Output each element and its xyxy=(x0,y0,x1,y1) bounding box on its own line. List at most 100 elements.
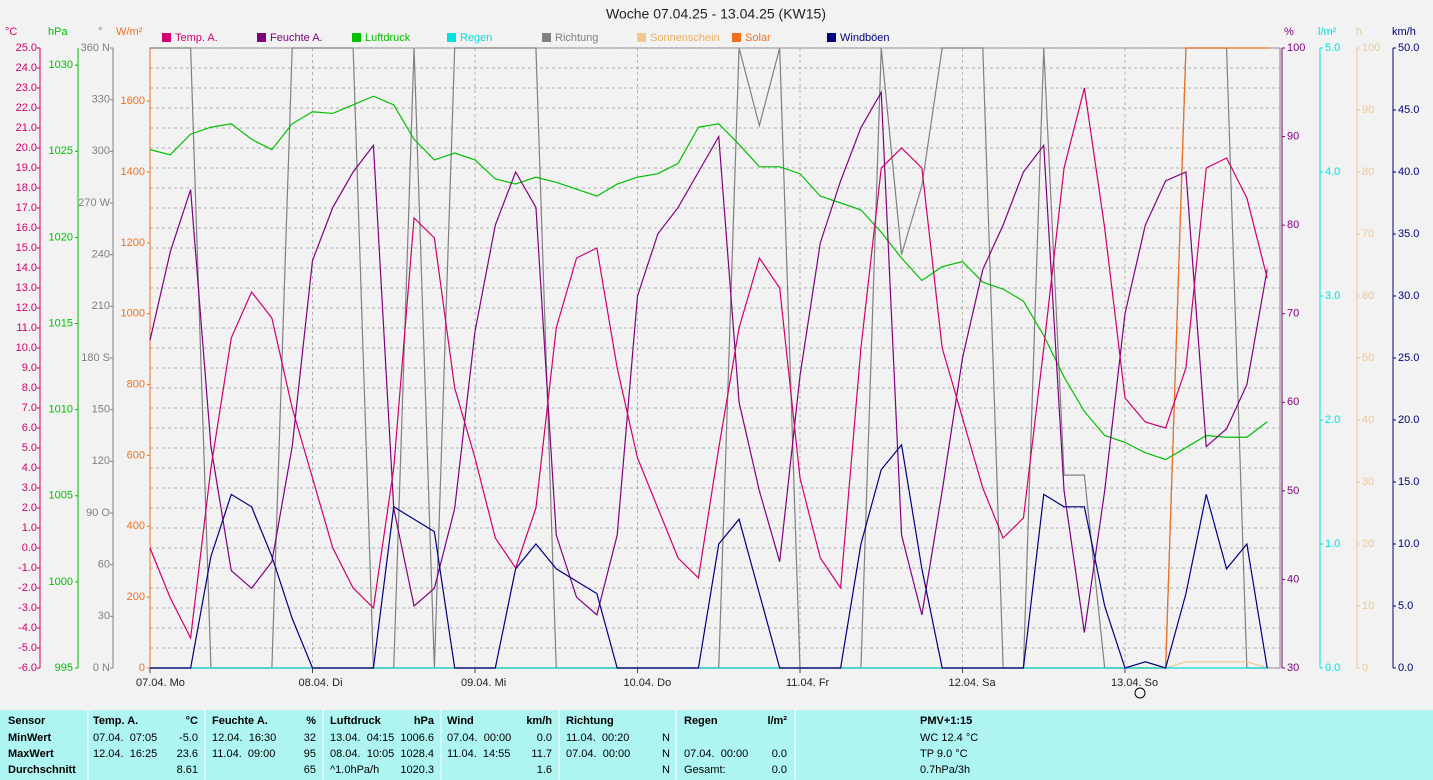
y-tick-label: -6.0 xyxy=(18,662,37,674)
y-tick-label: 1000 xyxy=(121,308,145,320)
y-tick-label: 5.0 xyxy=(1398,600,1413,612)
y-tick-label: 13.0 xyxy=(16,282,37,294)
y-tick-label: 25.0 xyxy=(1398,352,1419,364)
y-tick-label: 15.0 xyxy=(16,242,37,254)
y-tick-label: 4.0 xyxy=(22,462,37,474)
x-tick-label: 09.04. Mi xyxy=(461,677,506,689)
y-tick-label: 1005 xyxy=(49,490,73,502)
y-tick-label: 60 xyxy=(1287,396,1299,408)
y-tick-label: 80 xyxy=(1362,166,1374,178)
legend-label: Regen xyxy=(460,32,492,44)
y-tick-label: 360 N xyxy=(81,42,110,54)
y-tick-label: 120 xyxy=(92,455,110,467)
stat-value: 1028.4 xyxy=(400,748,434,760)
y-tick-label: 18.0 xyxy=(16,182,37,194)
y-tick-label: 50 xyxy=(1287,485,1299,497)
y-tick-label: 14.0 xyxy=(16,262,37,274)
legend-swatch xyxy=(637,33,646,42)
y-tick-label: -3.0 xyxy=(18,602,37,614)
y-tick-label: 330 xyxy=(92,94,110,106)
y-tick-label: 90 xyxy=(1362,104,1374,116)
y-tick-label: 70 xyxy=(1287,308,1299,320)
x-tick-label: 13.04. So xyxy=(1111,677,1158,689)
stat-value: 32 xyxy=(304,732,316,744)
y-tick-label: 10.0 xyxy=(1398,538,1419,550)
y-tick-label: 2.0 xyxy=(1325,414,1340,426)
x-tick-label: 11.04. Fr xyxy=(786,677,830,689)
legend-swatch xyxy=(447,33,456,42)
stat-value: 8.61 xyxy=(177,764,198,776)
y-tick-label: 20 xyxy=(1362,538,1374,550)
stat-time: 07.04. 00:00 xyxy=(566,748,630,760)
series-line xyxy=(149,95,1268,461)
axis-unit: l/m² xyxy=(1318,26,1337,38)
stat-value: 65 xyxy=(304,764,316,776)
y-tick-label: 10.0 xyxy=(16,342,37,354)
y-tick-label: 0.0 xyxy=(1325,662,1340,674)
y-tick-label: 3.0 xyxy=(1325,290,1340,302)
y-tick-label: 9.0 xyxy=(22,362,37,374)
y-tick-label: 10 xyxy=(1362,600,1374,612)
legend-label: Sonnenschein xyxy=(650,32,720,44)
legend-label: Feuchte A. xyxy=(270,32,323,44)
y-tick-label: 0 xyxy=(139,662,145,674)
y-tick-label: 80 xyxy=(1287,219,1299,231)
y-tick-label: 12.0 xyxy=(16,302,37,314)
y-tick-label: 0 N xyxy=(93,662,110,674)
y-tick-label: 50.0 xyxy=(1398,42,1419,54)
y-tick-label: 30 xyxy=(98,610,110,622)
y-tick-label: 19.0 xyxy=(16,162,37,174)
y-tick-label: 210 xyxy=(92,300,110,312)
legend-label: Windböen xyxy=(840,32,890,44)
y-tick-label: 1025 xyxy=(49,145,73,157)
x-tick-label: 07.04. Mo xyxy=(136,677,185,689)
column-title: Regen xyxy=(684,715,718,727)
stat-value: 0.0 xyxy=(772,764,787,776)
axis-unit: W/m² xyxy=(116,26,143,38)
legend-label: Temp. A. xyxy=(175,32,218,44)
y-tick-label: 4.0 xyxy=(1325,166,1340,178)
y-tick-label: 60 xyxy=(1362,290,1374,302)
stat-value: N xyxy=(662,764,670,776)
column-title: Richtung xyxy=(566,715,614,727)
column-title: Temp. A. xyxy=(93,715,138,727)
axis-unit: hPa xyxy=(48,26,68,38)
column-unit: % xyxy=(306,715,316,727)
y-tick-label: 21.0 xyxy=(16,122,37,134)
y-tick-label: -1.0 xyxy=(18,562,37,574)
stat-value: 0.0 xyxy=(537,732,552,744)
stat-value: 95 xyxy=(304,748,316,760)
y-tick-label: 30 xyxy=(1287,662,1299,674)
pmv-line: 0.7hPa/3h xyxy=(920,764,970,776)
y-tick-label: 8.0 xyxy=(22,382,37,394)
y-tick-label: 1020 xyxy=(49,231,73,243)
chart-title: Woche 07.04.25 - 13.04.25 (KW15) xyxy=(606,6,826,22)
legend-swatch xyxy=(162,33,171,42)
y-tick-label: 1200 xyxy=(121,237,145,249)
y-tick-label: 100 xyxy=(1287,42,1305,54)
y-tick-label: 150 xyxy=(92,404,110,416)
axis-unit: h xyxy=(1356,26,1362,38)
y-tick-label: 200 xyxy=(127,591,145,603)
legend-swatch xyxy=(542,33,551,42)
y-tick-label: 90 xyxy=(1287,130,1299,142)
x-tick-label: 10.04. Do xyxy=(624,677,672,689)
y-tick-label: 300 xyxy=(92,145,110,157)
series-line xyxy=(149,87,1268,641)
axis-unit: °C xyxy=(5,26,17,38)
y-tick-label: 70 xyxy=(1362,228,1374,240)
stat-value: -5.0 xyxy=(179,732,198,744)
pmv-line: TP 9.0 °C xyxy=(920,748,968,760)
column-unit: l/m² xyxy=(767,715,787,727)
y-tick-label: 400 xyxy=(127,520,145,532)
y-tick-label: 5.0 xyxy=(22,442,37,454)
stat-time: Gesamt: xyxy=(684,764,726,776)
y-tick-label: 7.0 xyxy=(22,402,37,414)
y-tick-label: 600 xyxy=(127,449,145,461)
column-unit: hPa xyxy=(414,715,435,727)
stat-value: N xyxy=(662,748,670,760)
y-tick-label: 16.0 xyxy=(16,222,37,234)
legend-swatch xyxy=(352,33,361,42)
